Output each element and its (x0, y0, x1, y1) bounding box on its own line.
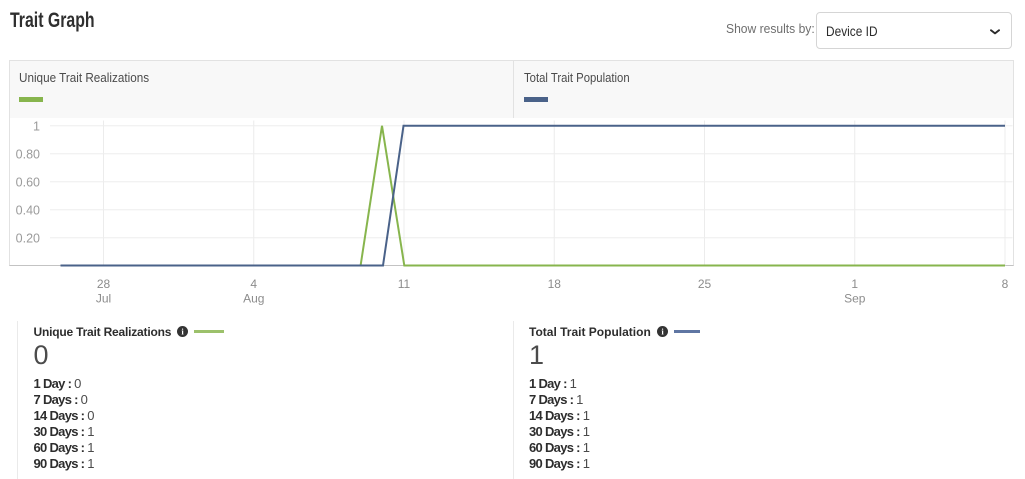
svg-text:4: 4 (250, 277, 257, 291)
svg-text:0.40: 0.40 (16, 203, 40, 217)
svg-text:0.20: 0.20 (16, 231, 40, 245)
svg-text:18: 18 (548, 277, 562, 291)
svg-text:0.60: 0.60 (16, 175, 40, 189)
svg-text:28: 28 (97, 277, 111, 291)
svg-text:Jul: Jul (96, 291, 111, 305)
svg-text:i: i (661, 327, 664, 337)
svg-text:1: 1 (33, 119, 40, 133)
svg-text:Sep: Sep (844, 291, 866, 305)
svg-text:25: 25 (698, 277, 712, 291)
svg-text:8: 8 (1002, 277, 1009, 291)
svg-text:11: 11 (398, 277, 411, 291)
svg-text:1: 1 (851, 277, 858, 291)
svg-text:0.80: 0.80 (16, 147, 40, 161)
svg-text:Aug: Aug (243, 291, 264, 305)
svg-text:i: i (182, 327, 185, 337)
